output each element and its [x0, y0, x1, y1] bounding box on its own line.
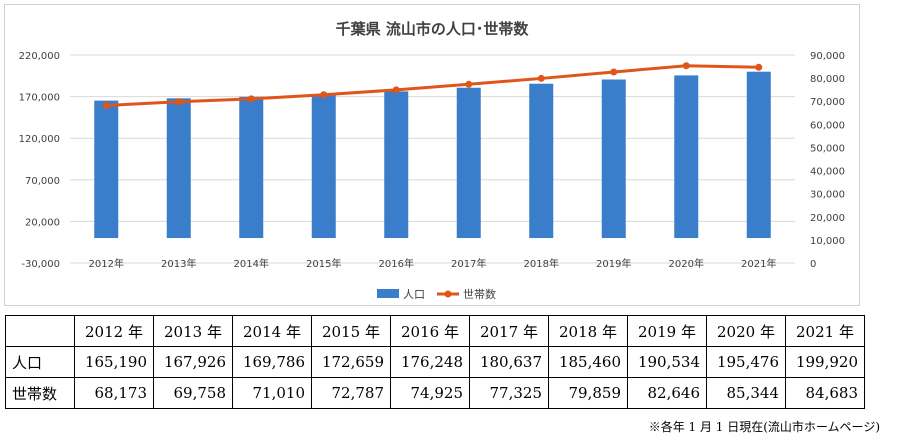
- line-point: [537, 74, 545, 82]
- y-right-tick-label: 60,000: [810, 120, 845, 131]
- line-point: [247, 95, 255, 103]
- table-cell: 199,920: [785, 346, 865, 378]
- line-point: [755, 63, 763, 71]
- combo-chart: 千葉県 流山市の人口･世帯数 -30,000 20,000 70,000 120,00…: [19, 20, 845, 301]
- table-header-row: 2012 年 2013 年 2014 年 2015 年 2016 年 2017 年 2018…: [5, 315, 865, 347]
- table-cell: 74,925: [390, 377, 470, 409]
- table-cell: 176,248: [390, 346, 470, 378]
- table-cell: 190,534: [627, 346, 707, 378]
- table-cell: 185,460: [548, 346, 628, 378]
- bar: [94, 100, 119, 239]
- data-table: 2012 年 2013 年 2014 年 2015 年 2016 年 2017 年 2018…: [5, 315, 865, 409]
- bar: [456, 87, 481, 239]
- line-point: [465, 80, 473, 88]
- x-tick-label: 2013年: [161, 257, 196, 270]
- line-point: [320, 91, 328, 99]
- footnote: ※各年 1 月 1 日現在(流山市ホームページ): [648, 420, 880, 434]
- x-tick-label: 2015年: [306, 257, 341, 270]
- x-tick-label: 2014年: [234, 257, 269, 270]
- line-point: [610, 68, 618, 76]
- y-right-tick-label: 0: [810, 259, 816, 270]
- x-tick-label: 2012年: [89, 257, 124, 270]
- table-cell: 82,646: [627, 377, 707, 409]
- legend-marker-household: [444, 290, 452, 298]
- y-right-tick-label: 70,000: [810, 97, 845, 108]
- table-cell: 165,190: [74, 346, 154, 378]
- table-cell: 180,637: [469, 346, 549, 378]
- y-left-tick-label: 170,000: [19, 93, 60, 104]
- table-column-header: 2021 年: [785, 315, 865, 347]
- table-column-header: 2019 年: [627, 315, 707, 347]
- table-column-header: 2017 年: [469, 315, 549, 347]
- y-right-tick-label: 30,000: [810, 190, 845, 201]
- bar: [529, 83, 554, 239]
- table-cell: 69,758: [153, 377, 233, 409]
- table-column-header: 2018 年: [548, 315, 628, 347]
- table-column-header: 2012 年: [74, 315, 154, 347]
- line-point: [175, 98, 183, 106]
- y-right-tick-label: 90,000: [810, 51, 845, 62]
- bar: [674, 75, 699, 239]
- y-right-tick-label: 80,000: [810, 74, 845, 85]
- table-row-label: 人口: [5, 346, 75, 378]
- table-cell: 167,926: [153, 346, 233, 378]
- legend-label-population: 人口: [403, 288, 425, 301]
- table-cell: 172,659: [311, 346, 391, 378]
- line-point: [102, 101, 110, 109]
- table-column-header: 2020 年: [706, 315, 786, 347]
- legend-label-household: 世帯数: [463, 288, 496, 301]
- x-tick-label: 2019年: [596, 257, 631, 270]
- bar: [601, 79, 626, 239]
- y-right-tick-label: 20,000: [810, 213, 845, 224]
- chart-frame: 千葉県 流山市の人口･世帯数 -30,000 20,000 70,000 120,00…: [4, 4, 860, 306]
- y-right-tick-label: 50,000: [810, 143, 845, 154]
- y-left-tick-label: 20,000: [25, 217, 60, 228]
- x-tick-label: 2017年: [451, 257, 486, 270]
- table-column-header: 2015 年: [311, 315, 391, 347]
- table-row-label: 世帯数: [5, 377, 75, 409]
- table-cell: 77,325: [469, 377, 549, 409]
- table-cell: 169,786: [232, 346, 312, 378]
- table-column-header: 2013 年: [153, 315, 233, 347]
- y-left-tick-label: -30,000: [21, 259, 60, 270]
- table-cell: 84,683: [785, 377, 865, 409]
- table-cell: 72,787: [311, 377, 391, 409]
- bar: [166, 98, 191, 239]
- y-right-tick-label: 10,000: [810, 236, 845, 247]
- y-right-tick-label: 40,000: [810, 167, 845, 178]
- table-column-header: 2014 年: [232, 315, 312, 347]
- x-tick-label: 2020年: [669, 257, 704, 270]
- bar: [384, 91, 409, 239]
- table-row: 人口 165,190 167,926 169,786 172,659 176,248 180…: [5, 346, 865, 378]
- table-cell: 79,859: [548, 377, 628, 409]
- line-point: [392, 86, 400, 94]
- y-left-tick-label: 120,000: [19, 134, 60, 145]
- table-cell: 68,173: [74, 377, 154, 409]
- bar: [746, 71, 771, 239]
- table-cell: 195,476: [706, 346, 786, 378]
- table-cell: 85,344: [706, 377, 786, 409]
- legend-swatch-population: [377, 289, 399, 298]
- line-series-household: [106, 64, 759, 107]
- bar: [239, 96, 264, 239]
- x-tick-label: 2016年: [379, 257, 414, 270]
- table-column-header: 2016 年: [390, 315, 470, 347]
- chart-title: 千葉県 流山市の人口･世帯数: [336, 20, 530, 38]
- x-tick-label: 2018年: [524, 257, 559, 270]
- x-tick-label: 2021年: [741, 257, 776, 270]
- y-left-tick-label: 70,000: [25, 176, 60, 187]
- y-left-tick-label: 220,000: [19, 51, 60, 62]
- table-corner-cell: [5, 315, 75, 347]
- bar: [311, 94, 336, 239]
- line-point: [682, 62, 690, 70]
- table-row: 世帯数 68,173 69,758 71,010 72,787 74,925 77,325 7…: [5, 377, 865, 409]
- table-cell: 71,010: [232, 377, 312, 409]
